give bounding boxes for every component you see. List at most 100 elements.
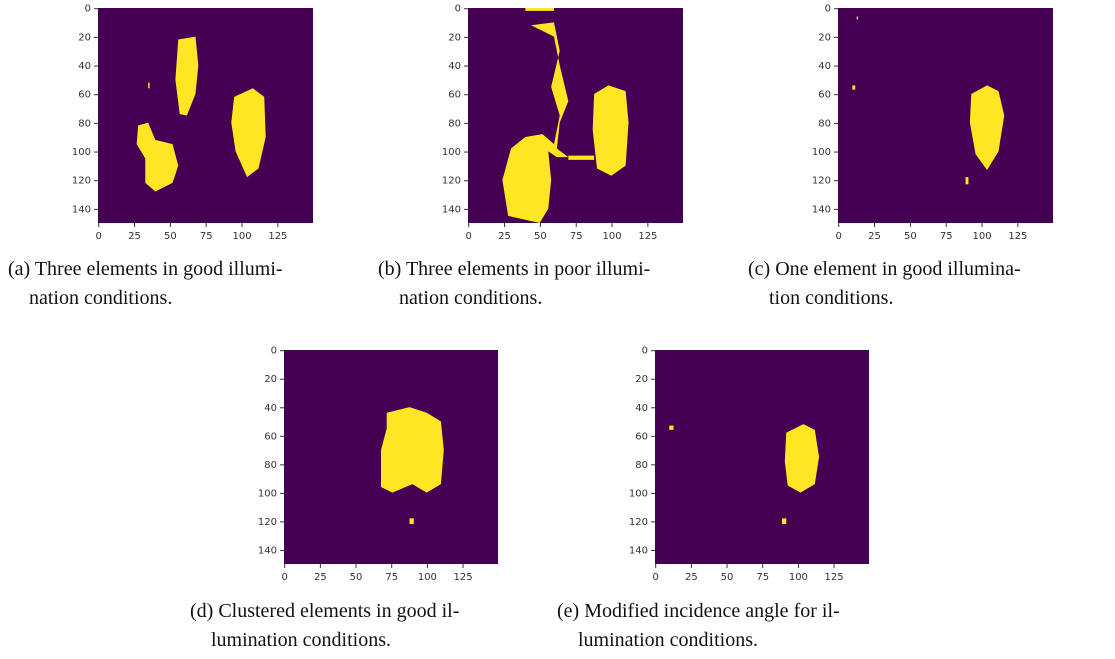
blob [525,8,554,11]
x-tick-label: 25 [685,572,698,583]
y-tick-label: 0 [642,346,648,357]
x-tick-label: 100 [418,572,437,583]
x-tick-label: 25 [314,572,327,583]
x-tick-label: 50 [721,572,734,583]
y-tick-label: 120 [442,176,461,187]
y-tick-label: 60 [448,90,461,101]
image-background [838,8,1053,223]
y-tick-label: 80 [448,118,461,129]
caption-line: (a) Three elements in good illumi- [8,258,283,280]
subfigure: 0 25 50 75 100 125 0 20 40 60 80 100 120 140 (a) Three… [8,4,313,309]
y-tick-label: 40 [635,403,648,414]
x-tick-label: 25 [498,231,511,242]
x-tick-label: 100 [789,572,808,583]
caption-line: tion conditions. [769,287,893,309]
y-tick-label: 140 [258,545,277,556]
y-tick-label: 20 [635,374,648,385]
y-tick-label: 60 [78,90,91,101]
y-tick-label: 60 [635,431,648,442]
x-tick-label: 50 [164,231,177,242]
blob [669,426,673,430]
blob [785,424,819,492]
y-tick-label: 20 [818,32,831,43]
x-tick-label: 125 [824,572,843,583]
y-tick-label: 80 [78,118,91,129]
y-tick-label: 80 [635,460,648,471]
x-tick-label: 50 [904,231,917,242]
image-background [468,8,683,223]
y-tick-label: 100 [72,147,91,158]
image-background [98,8,313,223]
y-tick-label: 60 [818,90,831,101]
blob [410,518,414,524]
x-tick-label: 125 [638,231,657,242]
x-tick-label: 25 [868,231,881,242]
x-tick-label: 0 [466,231,472,242]
x-tick-label: 100 [603,231,622,242]
x-tick-label: 125 [1008,231,1027,242]
y-tick-label: 80 [264,460,277,471]
x-tick-label: 100 [233,231,252,242]
y-tick-label: 40 [78,61,91,72]
y-tick-label: 140 [629,545,648,556]
x-tick-label: 75 [940,231,953,242]
x-tick-label: 0 [836,231,842,242]
y-tick-label: 100 [258,488,277,499]
y-tick-label: 120 [812,176,831,187]
x-tick-label: 75 [756,572,769,583]
caption-line: (e) Modified incidence angle for il- [557,600,840,622]
x-tick-label: 0 [96,231,102,242]
y-tick-label: 0 [271,346,277,357]
y-tick-label: 0 [825,4,831,15]
y-tick-label: 120 [258,517,277,528]
subfigure: 0 25 50 75 100 125 0 20 40 60 80 100 120 140 (d) Clust… [190,346,498,651]
y-tick-label: 140 [442,204,461,215]
subfigure: 0 25 50 75 100 125 0 20 40 60 80 100 120 140 (c) One e… [748,4,1053,309]
caption-line: (b) Three elements in poor illumi- [378,258,650,280]
y-tick-label: 0 [85,4,91,15]
x-tick-label: 50 [534,231,547,242]
blob [568,156,594,160]
y-tick-label: 140 [72,204,91,215]
caption-line: (d) Clustered elements in good il- [190,600,459,622]
x-tick-label: 25 [128,231,141,242]
x-tick-label: 75 [570,231,583,242]
y-tick-label: 20 [448,32,461,43]
y-tick-label: 20 [264,374,277,385]
subfigure: 0255075100125020406080100120140(e) Modif… [557,346,869,651]
blob [857,17,858,20]
y-tick-label: 40 [818,61,831,72]
y-tick-label: 0 [455,4,461,15]
y-tick-label: 100 [812,147,831,158]
y-tick-label: 120 [72,176,91,187]
blob [966,177,969,184]
x-tick-label: 50 [350,572,363,583]
x-tick-label: 125 [268,231,287,242]
y-tick-label: 40 [264,403,277,414]
y-tick-label: 60 [264,431,277,442]
x-tick-label: 75 [385,572,398,583]
x-tick-label: 0 [282,572,288,583]
blob [593,85,629,175]
y-tick-label: 120 [629,517,648,528]
image-background [655,350,869,564]
x-tick-label: 125 [453,572,472,583]
y-tick-label: 80 [818,118,831,129]
x-tick-label: 100 [973,231,992,242]
figure: 0 25 50 75 100 125 0 20 40 60 80 100 120 140 (a) Three… [0,0,1115,659]
blob [782,518,786,524]
x-tick-label: 75 [200,231,213,242]
caption-line: nation conditions. [399,287,542,309]
y-tick-label: 20 [78,32,91,43]
blob [381,407,444,493]
blob [852,85,855,89]
page: 0 25 50 75 100 125 0 20 40 60 80 100 120 140 (a) Three… [0,0,1115,659]
y-tick-label: 140 [812,204,831,215]
caption-line: nation conditions. [29,287,172,309]
caption-line: (c) One element in good illumina- [748,258,1021,280]
caption-line: lumination conditions. [211,629,391,651]
y-tick-label: 100 [629,488,648,499]
caption-line: lumination conditions. [578,629,758,651]
blob [148,83,149,89]
y-tick-label: 40 [448,61,461,72]
